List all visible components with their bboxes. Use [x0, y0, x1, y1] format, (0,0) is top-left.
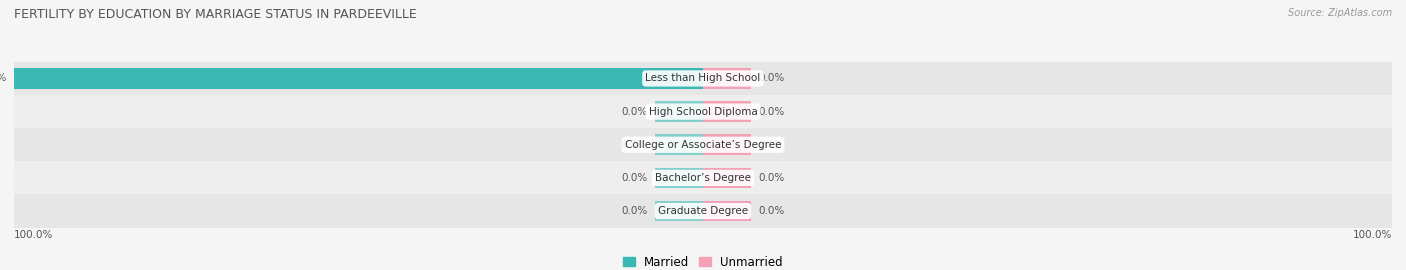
- Text: 0.0%: 0.0%: [621, 107, 648, 117]
- Text: Bachelor’s Degree: Bachelor’s Degree: [655, 173, 751, 183]
- Text: 0.0%: 0.0%: [758, 140, 785, 150]
- Bar: [655, 101, 703, 122]
- Bar: [655, 168, 703, 188]
- Bar: [703, 201, 751, 221]
- Text: 100.0%: 100.0%: [0, 73, 7, 83]
- Bar: [14, 95, 1392, 128]
- Text: 100.0%: 100.0%: [1353, 230, 1392, 240]
- Text: Less than High School: Less than High School: [645, 73, 761, 83]
- Text: 0.0%: 0.0%: [758, 73, 785, 83]
- Text: Graduate Degree: Graduate Degree: [658, 206, 748, 216]
- Bar: [703, 168, 751, 188]
- Bar: [703, 101, 751, 122]
- Bar: [14, 128, 1392, 161]
- Text: 0.0%: 0.0%: [758, 107, 785, 117]
- Text: 0.0%: 0.0%: [758, 173, 785, 183]
- Text: 0.0%: 0.0%: [758, 206, 785, 216]
- Bar: [655, 201, 703, 221]
- Text: High School Diploma: High School Diploma: [648, 107, 758, 117]
- Bar: [655, 134, 703, 155]
- Text: College or Associate’s Degree: College or Associate’s Degree: [624, 140, 782, 150]
- Bar: [14, 62, 1392, 95]
- Text: FERTILITY BY EDUCATION BY MARRIAGE STATUS IN PARDEEVILLE: FERTILITY BY EDUCATION BY MARRIAGE STATU…: [14, 8, 416, 21]
- Bar: [14, 194, 1392, 228]
- Legend: Married, Unmarried: Married, Unmarried: [619, 251, 787, 270]
- Text: 0.0%: 0.0%: [621, 173, 648, 183]
- Bar: [703, 68, 751, 89]
- Text: 100.0%: 100.0%: [14, 230, 53, 240]
- Bar: [14, 161, 1392, 194]
- Bar: [14, 68, 703, 89]
- Text: Source: ZipAtlas.com: Source: ZipAtlas.com: [1288, 8, 1392, 18]
- Text: 0.0%: 0.0%: [621, 206, 648, 216]
- Bar: [703, 134, 751, 155]
- Text: 0.0%: 0.0%: [621, 140, 648, 150]
